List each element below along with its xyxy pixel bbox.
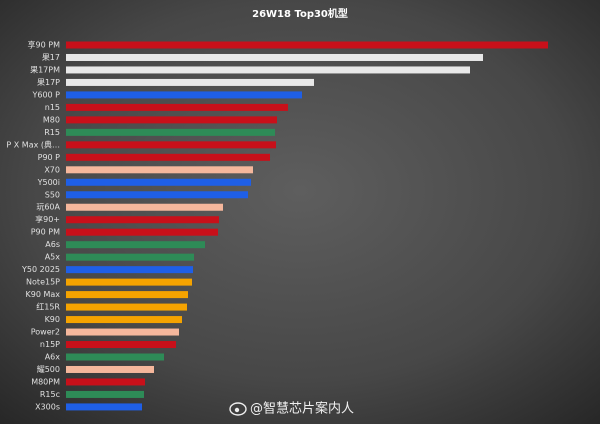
- bar: [66, 128, 275, 136]
- bar: [66, 216, 219, 224]
- category-label: P90 P: [38, 153, 61, 162]
- category-label: 红15R: [36, 302, 60, 312]
- bar: [66, 203, 223, 211]
- category-label: 玩60A: [36, 203, 60, 212]
- category-label: Power2: [31, 328, 60, 337]
- watermark: @智慧芯片案内人: [250, 401, 354, 417]
- bar: [66, 403, 142, 411]
- category-label: X300s: [35, 402, 60, 411]
- category-label: P90 PM: [31, 228, 60, 237]
- category-label: 果17PM: [30, 65, 60, 74]
- category-label: A5x: [45, 253, 61, 262]
- category-label: n15: [45, 103, 60, 112]
- bar: [66, 178, 251, 186]
- bar: [66, 41, 548, 49]
- bar: [66, 266, 193, 274]
- category-label: 果17P: [37, 78, 60, 87]
- category-label: 果17: [42, 53, 60, 62]
- bar: [66, 191, 248, 199]
- category-label: 享90 PM: [28, 40, 61, 50]
- category-label: Y600 P: [31, 90, 60, 99]
- bar: [66, 291, 188, 299]
- category-label: A6x: [45, 353, 61, 362]
- category-label: P X Max (典…: [6, 139, 60, 149]
- bar: [66, 228, 218, 236]
- category-label: S50: [45, 190, 60, 199]
- category-label: M80PM: [31, 377, 60, 386]
- bar: [66, 341, 176, 349]
- bar: [66, 365, 154, 373]
- category-label: M80: [43, 115, 60, 124]
- category-label: Y50 2025: [21, 265, 60, 274]
- category-label: K90: [45, 315, 60, 324]
- category-label: X70: [44, 165, 60, 174]
- bar: [66, 253, 194, 261]
- bar: [66, 303, 187, 311]
- bar: [66, 241, 205, 249]
- category-label: 享90+: [35, 214, 60, 224]
- bar: [66, 141, 276, 149]
- bar: [66, 316, 182, 324]
- bar: [66, 116, 277, 124]
- category-label: Y500i: [37, 178, 60, 187]
- bar: [66, 91, 302, 99]
- bar: [66, 353, 164, 361]
- bar: [66, 66, 470, 74]
- category-label: R15: [44, 128, 60, 137]
- category-label: K90 Max: [25, 290, 60, 299]
- bar: [66, 166, 253, 174]
- bar: [66, 78, 314, 86]
- category-label: n15P: [40, 340, 60, 349]
- watermark-icon: [229, 402, 247, 416]
- bar: [66, 328, 179, 336]
- category-label: Note15P: [26, 278, 60, 287]
- bar: [66, 53, 483, 61]
- chart-title: 26W18 Top30机型: [252, 7, 348, 20]
- bar: [66, 378, 145, 386]
- bar: [66, 278, 192, 286]
- bar: [66, 390, 144, 398]
- category-label: A6s: [45, 240, 60, 249]
- bar: [66, 153, 270, 161]
- category-label: 耀500: [37, 365, 60, 374]
- category-label: R15c: [40, 390, 60, 399]
- bar: [66, 103, 288, 111]
